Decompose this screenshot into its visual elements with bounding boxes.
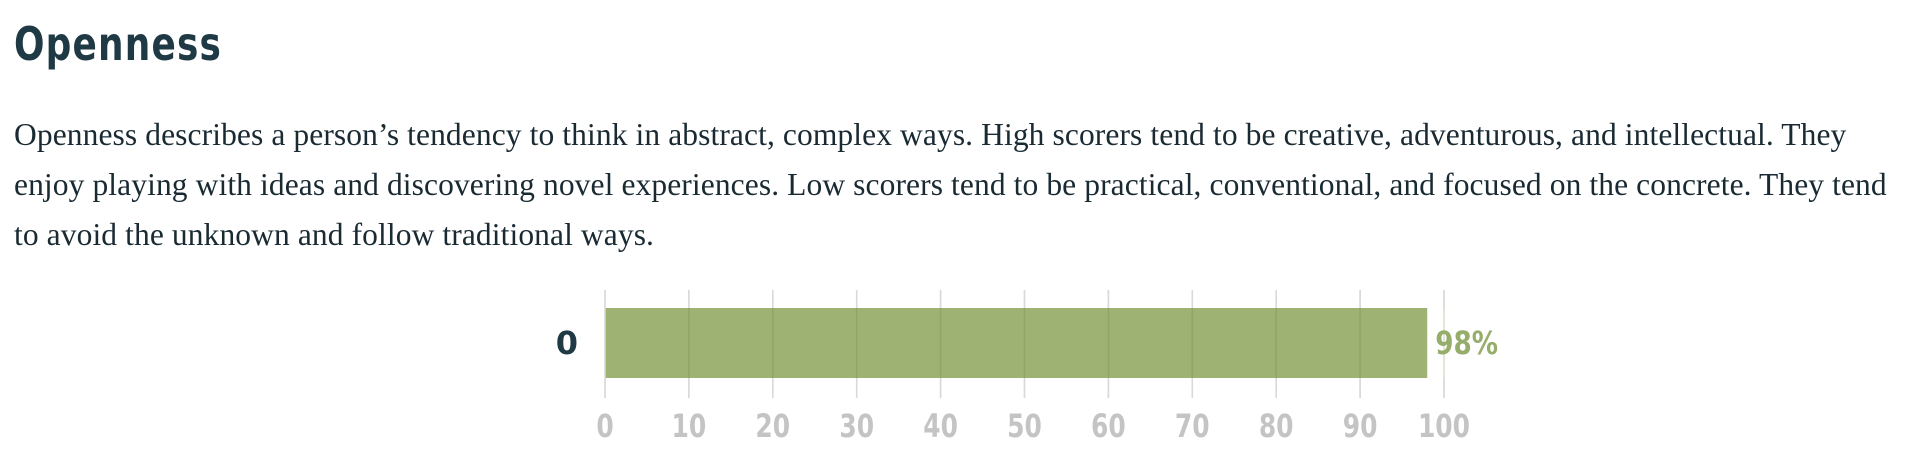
x-tick-label: 0: [596, 407, 613, 445]
x-tick-label: 60: [1091, 407, 1126, 445]
x-tick-label: 80: [1259, 407, 1294, 445]
category-labels: 0: [556, 324, 578, 362]
section-description: Openness describes a person’s tendency t…: [14, 117, 1887, 252]
x-tick-label: 30: [839, 407, 874, 445]
bar-0: [605, 308, 1428, 378]
x-tick-label: 70: [1175, 407, 1210, 445]
x-tick-label: 20: [755, 407, 790, 445]
value-labels: 98%: [1435, 324, 1498, 361]
x-tick-label: 100: [1418, 407, 1470, 445]
x-axis: 0 10 20 30 40 50 60 70 80 90 100: [596, 290, 1470, 445]
category-label: 0: [556, 324, 578, 362]
section-title: Openness: [14, 17, 223, 71]
x-tick-label: 90: [1343, 407, 1378, 445]
x-tick-label: 50: [1007, 407, 1042, 445]
value-label: 98%: [1435, 324, 1498, 361]
x-tick-label: 10: [672, 407, 707, 445]
x-tick-label: 40: [923, 407, 958, 445]
bars: [605, 308, 1428, 378]
